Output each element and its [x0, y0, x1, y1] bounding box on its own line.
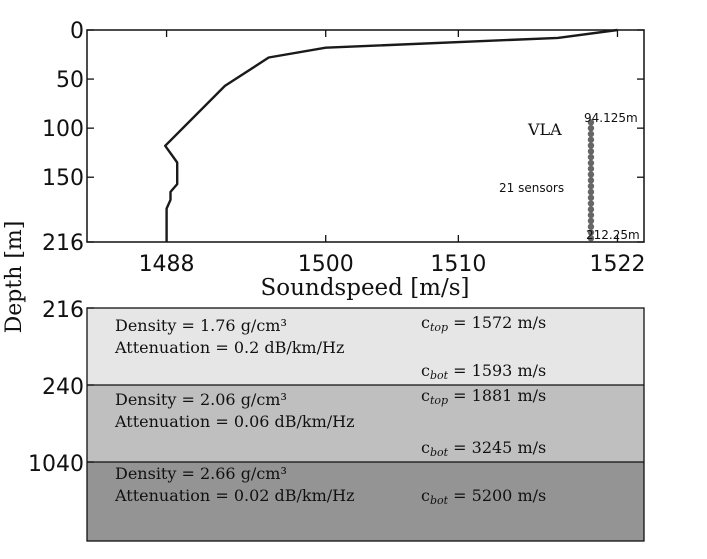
- vla-sensor: [588, 131, 594, 137]
- layer-1-attenuation: Attenuation = 0.2 dB/km/Hz: [114, 338, 344, 357]
- x-axis-label: Soundspeed [m/s]: [260, 275, 469, 301]
- depth-tick-label: 1040: [28, 452, 84, 477]
- vla-top-depth-label: 94.125m: [584, 111, 638, 125]
- vla-label: VLA: [527, 120, 562, 139]
- vla-sensor: [588, 189, 594, 195]
- y-tick-label: 100: [42, 117, 84, 142]
- vla-sensor: [588, 206, 594, 212]
- vla-sensor: [588, 154, 594, 160]
- vla-sensor: [588, 125, 594, 131]
- vla-sensor: [588, 218, 594, 224]
- vla-sensor-array: [588, 119, 594, 241]
- vla-bottom-depth-label: 212.25m: [586, 228, 640, 242]
- y-tick-label: 150: [42, 166, 84, 191]
- y-tick-label: 216: [42, 231, 84, 256]
- soundspeed-plot: 0 50 100 150 216 1488 1500 1510 1522 VLA 21 sen…: [2, 19, 645, 333]
- x-tick-label: 1510: [430, 252, 486, 277]
- vla-sensor: [588, 148, 594, 154]
- vla-sensor: [588, 142, 594, 148]
- vla-sensor: [588, 195, 594, 201]
- depth-tick-label: 216: [42, 298, 84, 323]
- layer-1-density: Density = 1.76 g/cm³: [115, 316, 287, 335]
- layer-3-attenuation: Attenuation = 0.02 dB/km/Hz: [114, 486, 355, 505]
- layer-2-density: Density = 2.06 g/cm³: [115, 390, 287, 409]
- vla-sensor: [588, 160, 594, 166]
- vla-sensors-label: 21 sensors: [499, 181, 564, 195]
- x-tick-label: 1522: [589, 252, 645, 277]
- vla-sensor: [588, 200, 594, 206]
- y-tick-label: 50: [56, 68, 84, 93]
- vla-sensor: [588, 183, 594, 189]
- vla-sensor: [588, 212, 594, 218]
- x-axis-ticks: 1488 1500 1510 1522: [139, 30, 646, 277]
- y-tick-label: 0: [70, 19, 84, 44]
- vla-sensor: [588, 166, 594, 172]
- y-axis-label: Depth [m]: [2, 221, 27, 334]
- layer-2-attenuation: Attenuation = 0.06 dB/km/Hz: [114, 412, 355, 431]
- depth-tick-label: 240: [42, 375, 84, 400]
- vla-sensor: [588, 177, 594, 183]
- x-tick-label: 1500: [298, 252, 354, 277]
- seabed-layers: 216 240 1040 Density = 1.76 g/cm³ Attenu…: [28, 298, 644, 541]
- vla-sensor: [588, 137, 594, 143]
- vla-sensor: [588, 171, 594, 177]
- layer-3-density: Density = 2.66 g/cm³: [115, 464, 287, 483]
- x-tick-label: 1488: [139, 252, 195, 277]
